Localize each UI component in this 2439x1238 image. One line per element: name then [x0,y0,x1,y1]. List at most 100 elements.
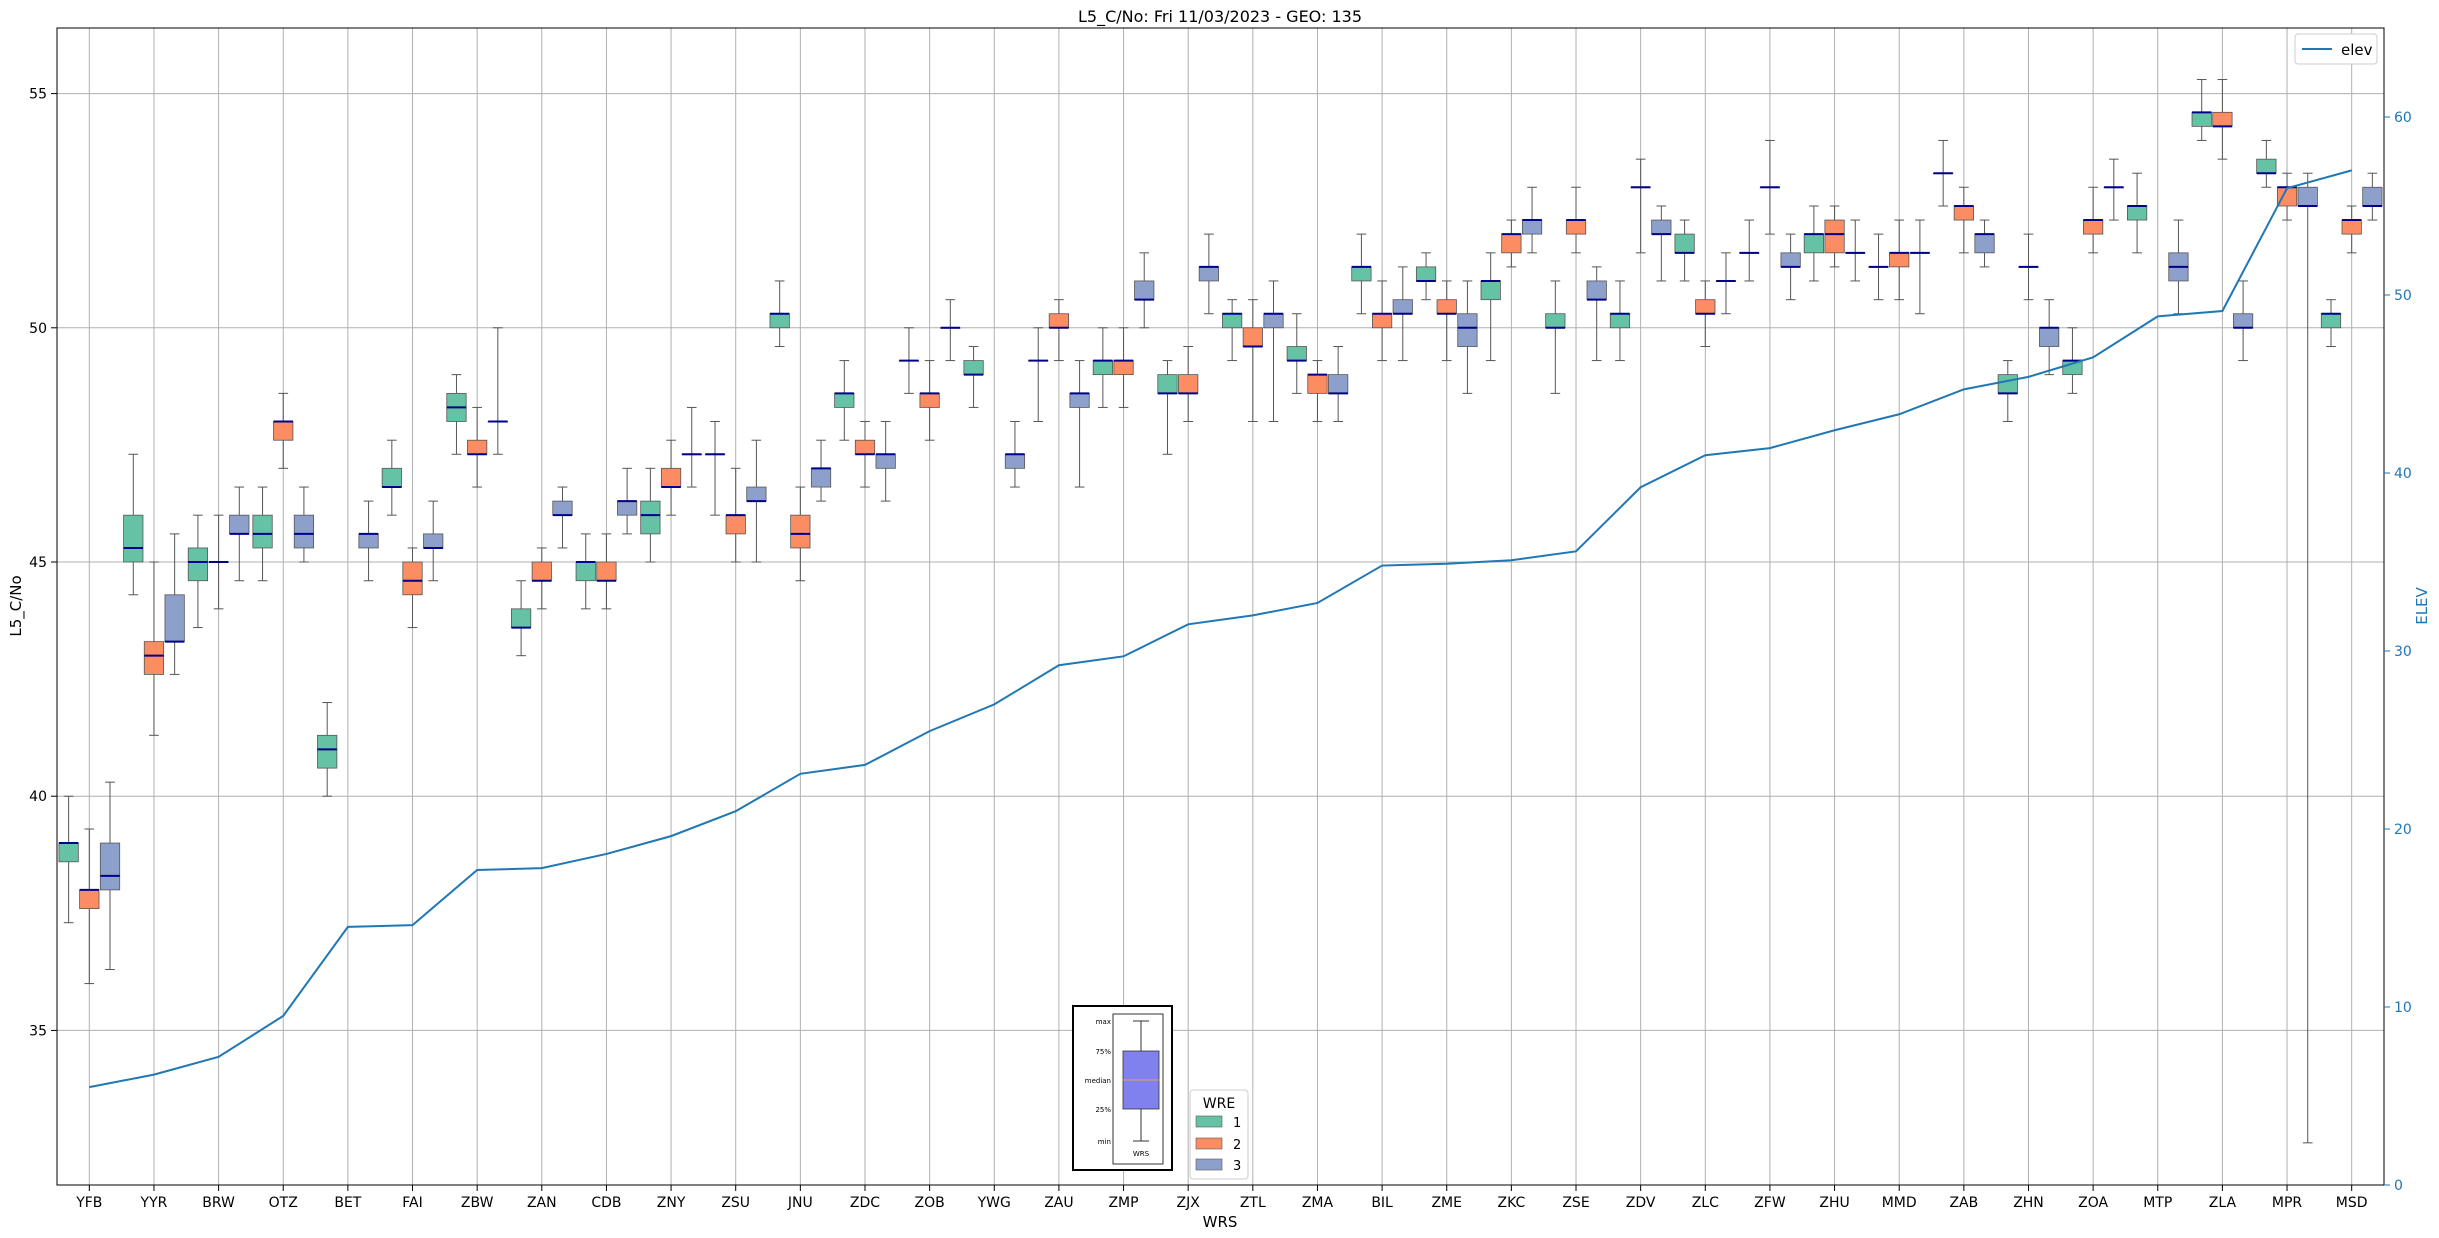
box-bil-wre2 [1372,280,1393,362]
box-zla-wre2 [2212,79,2233,160]
box-iqr [963,360,984,376]
x-tick-label: JNU [787,1195,813,1211]
y2-tick-label: 40 [2394,466,2412,482]
box-iqr [1415,266,1437,282]
wre-legend-3: 3 [1233,1159,1241,1174]
box-zab-wre1 [1933,139,1954,207]
box-zhn-wre3 [2039,299,2060,376]
box-zla-wre1 [2191,79,2212,141]
box-mpr-wre2 [2276,172,2298,221]
box-yfb-wre1 [58,795,79,924]
box-cdb-wre1 [575,533,596,610]
y2-tick-label: 30 [2394,644,2412,660]
box-zab-wre2 [1953,186,1974,254]
y2-tick-label: 10 [2394,1000,2412,1016]
box-zdv-wre1 [1609,280,1631,362]
box-iqr [123,514,144,563]
boxplot-key: max 75% median 25% min WRS [1072,1005,1173,1171]
box-iqr [596,561,617,582]
box-iqr [2039,327,2060,347]
box-zoa-wre3 [2103,158,2124,221]
y2-tick-label: 50 [2394,288,2412,304]
grid-lines [57,28,2384,1185]
box-bil-wre3 [1392,266,1413,362]
box-yyr-wre1 [123,453,144,596]
box-zjx-wre2 [1178,346,1199,422]
box-zfw-wre2 [1759,139,1781,235]
box-brw-wre1 [187,514,209,629]
x-tick-label: BIL [1371,1195,1393,1211]
box-jnu-wre3 [810,439,832,502]
box-iqr [2126,205,2148,221]
box-iqr [1997,374,2018,394]
x-tick-label: ZNY [657,1195,686,1211]
box-zlc-wre1 [1674,219,1695,282]
box-iqr [875,453,896,469]
box-iqr [1780,252,1801,268]
box-mpr-wre1 [2256,139,2277,188]
box-bil-wre1 [1351,233,1372,315]
box-iqr [99,842,121,891]
box-iqr [919,392,940,408]
box-zau-wre1 [1028,327,1049,422]
box-iqr [1674,233,1695,254]
box-mpr-wre3 [2297,172,2318,1144]
box-iqr [1889,252,1910,268]
key-label-median: median [1085,1077,1111,1085]
y-tick-label: 45 [29,555,47,571]
box-zob-wre1 [898,327,920,394]
box-msd-wre1 [2320,299,2342,348]
x-tick-label: ZDV [1626,1195,1656,1211]
elev-legend-label: elev [2341,41,2373,59]
y-tick-label: 55 [29,87,47,103]
box-iqr [1953,205,1974,221]
box-zbw-wre1 [446,374,467,455]
box-iqr [79,889,100,910]
x-tick-label: ZHU [1819,1195,1849,1211]
box-iqr [143,641,165,675]
box-zma-wre3 [1328,346,1349,422]
box-iqr [1372,313,1393,329]
box-zse-wre3 [1586,266,1607,362]
box-zse-wre1 [1545,280,1566,394]
box-otz-wre3 [293,486,315,563]
box-iqr [273,421,294,441]
box-iqr [746,486,767,502]
y2-tick-label: 60 [2394,110,2412,126]
box-ywg-wre1 [963,346,984,408]
box-iqr [381,467,402,488]
box-iqr [575,561,596,582]
x-tick-label: ZLC [1692,1195,1719,1211]
x-tick-label: ZJX [1177,1195,1201,1211]
x-tick-label: CDB [591,1195,621,1211]
box-zbw-wre3 [487,327,508,455]
x-tick-label: YYR [140,1195,168,1211]
x-tick-label: OTZ [269,1195,298,1211]
box-bet-wre1 [317,702,338,797]
box-yfb-wre3 [99,781,121,971]
box-iqr [229,514,250,535]
box-iqr [725,514,746,535]
x-tick-label: YWG [977,1195,1011,1211]
box-iqr [1351,266,1372,282]
box-jnu-wre1 [769,280,790,348]
box-msd-wre2 [2341,205,2362,254]
box-iqr [1480,280,1501,301]
box-otz-wre2 [273,392,294,469]
chart-title: L5_C/No: Fri 11/03/2023 - GEO: 135 [1078,7,1362,27]
y2-axis-label: ELEV [2413,586,2431,624]
box-iqr [1501,233,1522,254]
elev-legend: elev [2294,33,2378,65]
box-iqr [1113,360,1134,376]
box-iqr [2083,219,2104,235]
box-yyr-wre2 [143,561,165,736]
box-zdc-wre3 [875,420,896,502]
box-iqr [2232,313,2254,329]
box-iqr [1521,219,1543,235]
x-axis-label: WRS [1203,1213,1238,1231]
box-series [58,79,2383,1144]
x-tick-label: ZTL [1240,1195,1266,1211]
box-iqr [58,842,79,863]
box-iqr [854,439,876,455]
